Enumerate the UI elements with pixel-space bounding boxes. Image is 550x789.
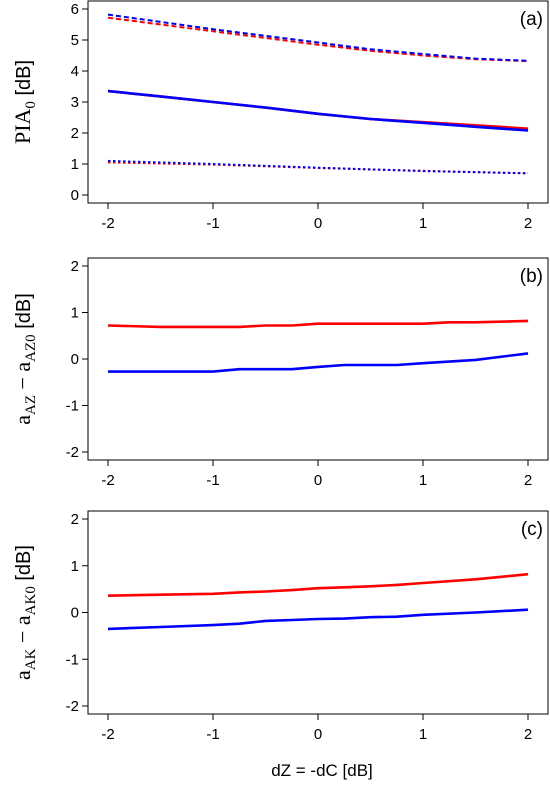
y-tick-label: 2 <box>71 258 79 275</box>
panel-1: -2 -1 0 1 2 -2 -1 0 1 2 (b) aAZ − aAZ0 [dB] <box>10 257 549 489</box>
y-tick-label: 0 <box>71 187 79 204</box>
series-line-dashed <box>107 13 529 62</box>
y-tick-label: 0 <box>71 351 79 368</box>
series-line-solid <box>107 572 529 597</box>
panel-0: 0 1 2 3 4 5 6 -2 -1 0 1 2 (a) PIA0 [dB] <box>10 0 549 232</box>
y-tick-label: 3 <box>71 94 79 111</box>
y-axis-label: aAK − aAK0 [dB] <box>10 545 39 680</box>
x-tick-label: 1 <box>419 215 427 232</box>
panel-label: (b) <box>520 266 543 287</box>
y-tick-label: 5 <box>71 32 79 49</box>
panel-label: (a) <box>520 9 543 30</box>
x-tick-label: -2 <box>101 215 114 232</box>
x-tick-label: 1 <box>419 726 427 743</box>
series-line-solid <box>107 608 529 631</box>
x-tick-label: 0 <box>314 215 322 232</box>
x-tick-label: 2 <box>524 726 532 743</box>
x-tick-label: -2 <box>101 472 114 489</box>
y-tick-label: 0 <box>71 605 79 622</box>
x-tick-label: -1 <box>206 726 219 743</box>
y-tick-label: -2 <box>66 698 79 715</box>
panel-2: -2 -1 0 1 2 -2 -1 0 1 2 (c) aAK − aAK0 [dB] <box>10 510 549 743</box>
y-tick-label: -1 <box>66 651 79 668</box>
x-tick-label: -1 <box>206 215 219 232</box>
y-tick-label: 1 <box>71 558 79 575</box>
x-axis-label: dZ = -dC [dB] <box>271 761 373 780</box>
series-line-solid <box>107 319 529 329</box>
y-tick-label: 2 <box>71 125 79 142</box>
series-line-dashed <box>107 16 529 63</box>
x-tick-label: 0 <box>314 472 322 489</box>
x-tick-label: -2 <box>101 726 114 743</box>
y-axis-label: PIA0 [dB] <box>10 60 39 144</box>
series-line-dotted <box>107 159 529 175</box>
x-tick-label: 0 <box>314 726 322 743</box>
y-tick-label: -1 <box>66 398 79 415</box>
y-tick-label: -2 <box>66 444 79 461</box>
y-tick-label: 1 <box>71 156 79 173</box>
y-tick-label: 4 <box>71 63 79 80</box>
y-axis-label: aAZ − aAZ0 [dB] <box>10 293 39 425</box>
x-tick-label: 2 <box>524 215 532 232</box>
x-tick-label: 1 <box>419 472 427 489</box>
y-tick-label: 2 <box>71 511 79 528</box>
y-tick-label: 1 <box>71 305 79 322</box>
x-tick-label: 2 <box>524 472 532 489</box>
x-tick-label: -1 <box>206 472 219 489</box>
panel-label: (c) <box>521 519 543 540</box>
series-line-solid <box>107 89 529 132</box>
y-tick-label: 6 <box>71 1 79 18</box>
series-line-solid <box>108 352 529 373</box>
